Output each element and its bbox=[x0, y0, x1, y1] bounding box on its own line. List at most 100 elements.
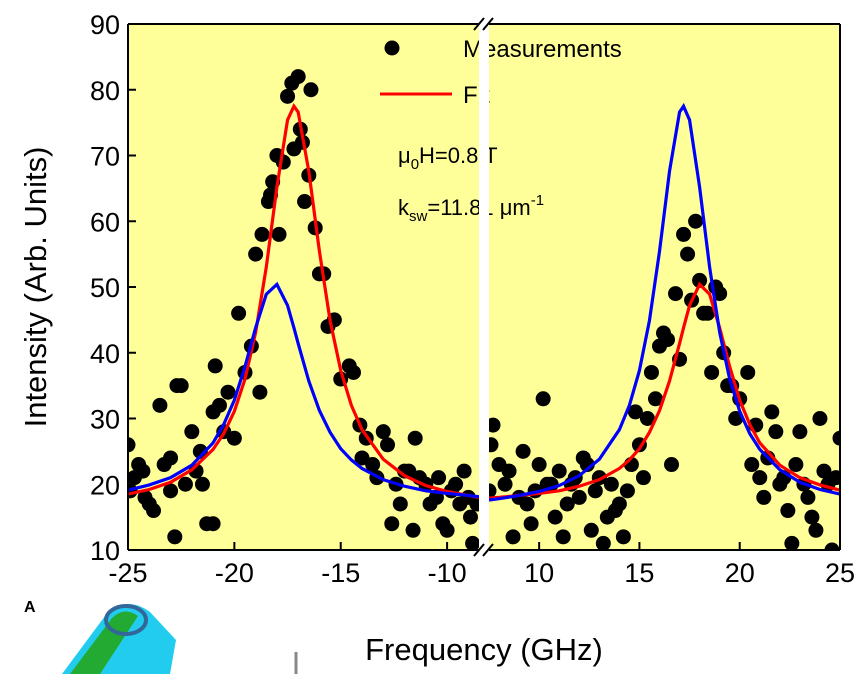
data-point bbox=[177, 476, 193, 492]
logo-shape bbox=[104, 604, 148, 636]
data-point bbox=[163, 483, 179, 499]
y-tick-label: 80 bbox=[90, 76, 120, 106]
fit-line bbox=[128, 281, 479, 499]
data-point bbox=[184, 424, 200, 440]
data-point bbox=[505, 529, 521, 545]
data-point bbox=[462, 509, 478, 525]
data-point bbox=[252, 384, 268, 400]
data-point bbox=[547, 509, 563, 525]
data-point bbox=[639, 411, 655, 426]
data-point bbox=[583, 522, 599, 538]
y-tick-label: 70 bbox=[90, 142, 120, 172]
data-point bbox=[832, 430, 840, 446]
data-point bbox=[615, 529, 631, 545]
data-point bbox=[559, 496, 575, 512]
logo: A bbox=[24, 599, 176, 674]
break-gap bbox=[479, 14, 489, 560]
data-point bbox=[700, 305, 716, 321]
data-point bbox=[469, 496, 479, 512]
y-tick-label: 50 bbox=[90, 273, 120, 303]
x-tick-label: 20 bbox=[725, 558, 755, 588]
x-tick-label: 25 bbox=[825, 558, 855, 588]
panel: 10 15 20 25 bbox=[489, 23, 855, 588]
logo-shape bbox=[70, 611, 138, 674]
data-point bbox=[146, 503, 162, 519]
x-tick-label: 15 bbox=[624, 558, 654, 588]
data-point bbox=[676, 226, 692, 242]
data-point bbox=[712, 286, 728, 302]
data-point bbox=[752, 470, 768, 486]
data-point bbox=[303, 82, 319, 98]
series-layer bbox=[128, 69, 479, 550]
data-point bbox=[551, 463, 567, 479]
x-tick-label: -25 bbox=[108, 558, 147, 588]
data-point bbox=[135, 463, 151, 479]
data-point bbox=[792, 424, 808, 440]
data-point bbox=[489, 417, 501, 433]
break-mark bbox=[482, 543, 494, 557]
data-point bbox=[704, 364, 720, 380]
data-point bbox=[740, 364, 756, 380]
data-point bbox=[207, 358, 223, 374]
data-point bbox=[664, 457, 680, 473]
break-mark bbox=[482, 17, 494, 31]
data-point bbox=[407, 430, 423, 446]
data-point bbox=[611, 496, 627, 512]
data-point bbox=[680, 246, 696, 262]
legend-label: Measurements bbox=[463, 36, 622, 63]
data-point bbox=[531, 457, 547, 473]
data-point bbox=[688, 213, 704, 229]
data-point bbox=[375, 424, 391, 440]
fit-line bbox=[489, 281, 840, 500]
y-tick-label: 10 bbox=[90, 536, 120, 566]
y-tick-label: 20 bbox=[90, 470, 120, 500]
data-point bbox=[780, 503, 796, 519]
data-point bbox=[167, 529, 183, 545]
data-point bbox=[535, 391, 551, 407]
data-point bbox=[808, 522, 824, 538]
plot-background bbox=[128, 24, 479, 550]
break-mark bbox=[473, 17, 485, 31]
data-point bbox=[812, 411, 828, 426]
data-point bbox=[587, 483, 603, 499]
data-point bbox=[824, 542, 840, 550]
data-point bbox=[365, 457, 381, 473]
data-point bbox=[431, 470, 447, 486]
annotation-sub: sw bbox=[409, 208, 428, 225]
data-point bbox=[280, 88, 296, 104]
annotation-sub: 0 bbox=[411, 156, 419, 173]
data-point bbox=[643, 364, 659, 380]
data-point bbox=[579, 457, 595, 473]
data-point bbox=[211, 397, 227, 413]
data-point bbox=[804, 509, 820, 525]
x-tick-label: -20 bbox=[215, 558, 254, 588]
data-point bbox=[392, 496, 408, 512]
data-point bbox=[619, 483, 635, 499]
data-point bbox=[194, 476, 210, 492]
data-point bbox=[345, 364, 361, 380]
logo-text: A bbox=[24, 599, 36, 616]
data-point bbox=[660, 332, 676, 348]
x-tick-label: -15 bbox=[321, 558, 360, 588]
y-tick-label: 90 bbox=[90, 10, 120, 40]
data-point bbox=[768, 424, 784, 440]
data-point bbox=[788, 457, 804, 473]
data-point bbox=[764, 404, 780, 420]
data-point bbox=[271, 226, 287, 242]
data-point bbox=[290, 69, 306, 85]
annotation-part: k bbox=[398, 195, 410, 220]
data-point bbox=[668, 286, 684, 302]
data-point bbox=[519, 496, 535, 512]
data-point bbox=[515, 443, 531, 459]
x-tick-label: -10 bbox=[428, 558, 467, 588]
x-tick-label: 10 bbox=[524, 558, 554, 588]
data-point bbox=[226, 430, 242, 446]
fit-line bbox=[489, 102, 840, 502]
y-tick-label: 40 bbox=[90, 339, 120, 369]
legend-marker bbox=[384, 40, 400, 56]
data-point bbox=[220, 384, 236, 400]
x-axis-title: Frequency (GHz) bbox=[365, 632, 603, 667]
data-point bbox=[128, 437, 136, 453]
axis-break bbox=[473, 14, 494, 560]
